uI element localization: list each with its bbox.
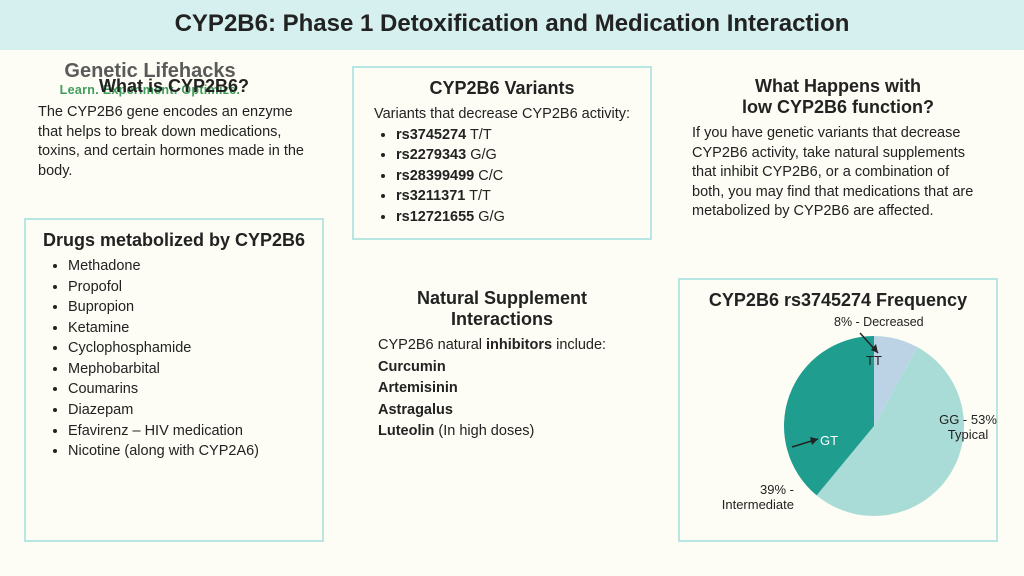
supplements-item-last: Luteolin (In high doses) [378,422,638,442]
list-item: Nicotine (along with CYP2A6) [68,442,308,462]
list-item: Methadone [68,257,308,277]
list-item: Mephobarbital [68,360,308,380]
variants-section: CYP2B6 Variants Variants that decrease C… [352,66,652,240]
list-item: rs3211371 T/T [396,187,636,207]
pie-chart: 8% - Decreased TT GT GG - 53% Typical 39… [694,315,982,535]
list-item: Artemisinin [378,379,638,399]
variants-subheading: Variants that decrease CYP2B6 activity: [368,105,636,125]
list-item: Bupropion [68,298,308,318]
arrow-icon [790,433,824,453]
pie-label-gt: 39% - Intermediate [694,483,794,513]
list-item: rs2279343 G/G [396,146,636,166]
low-function-heading: What Happens with low CYP2B6 function? [692,76,984,118]
variants-list: rs3745274 T/Trs2279343 G/Grs28399499 C/C… [368,126,636,228]
low-function-body: If you have genetic variants that decrea… [692,124,984,222]
variants-heading: CYP2B6 Variants [368,78,636,99]
pie-heading: CYP2B6 rs3745274 Frequency [694,290,982,311]
list-item: Ketamine [68,319,308,339]
supplements-heading: Natural Supplement Interactions [366,288,638,330]
what-is-heading: What is CYP2B6? [38,76,310,97]
pie-chart-section: CYP2B6 rs3745274 Frequency 8% - Decrease… [678,278,998,542]
page-title: CYP2B6: Phase 1 Detoxification and Medic… [0,10,1024,38]
list-item: rs3745274 T/T [396,126,636,146]
list-item: Efavirenz – HIV medication [68,422,308,442]
pie-inner-tt: TT [866,353,882,368]
supplements-section: Natural Supplement Interactions CYP2B6 n… [352,278,652,454]
list-item: Coumarins [68,380,308,400]
drugs-heading: Drugs metabolized by CYP2B6 [40,230,308,251]
what-is-body: The CYP2B6 gene encodes an enzyme that h… [38,103,310,181]
list-item: Curcumin [378,358,638,378]
low-function-section: What Happens with low CYP2B6 function? I… [678,66,998,232]
list-item: Astragalus [378,401,638,421]
list-item: Propofol [68,278,308,298]
what-is-section: What is CYP2B6? The CYP2B6 gene encodes … [24,66,324,191]
drugs-section: Drugs metabolized by CYP2B6 MethadonePro… [24,218,324,542]
list-item: Cyclophosphamide [68,339,308,359]
list-item: rs12721655 G/G [396,208,636,228]
drugs-list: MethadonePropofolBupropionKetamineCyclop… [40,257,308,462]
pie-label-tt: 8% - Decreased [834,315,924,329]
title-banner: CYP2B6: Phase 1 Detoxification and Medic… [0,0,1024,50]
list-item: rs28399499 C/C [396,167,636,187]
supplements-intro: CYP2B6 natural inhibitors include: [378,336,638,356]
list-item: Diazepam [68,401,308,421]
pie-label-gg: GG - 53% Typical [928,413,1008,443]
